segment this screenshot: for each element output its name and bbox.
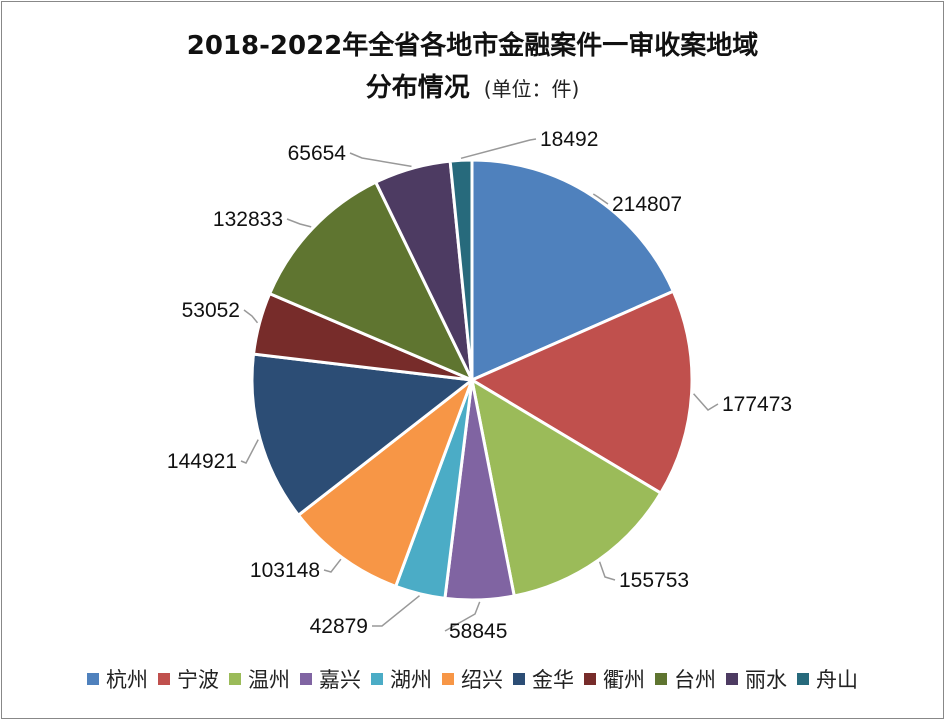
legend-item-11: 舟山 — [797, 664, 858, 694]
pie-slice-3 — [470, 378, 663, 598]
leader-line-6 — [323, 558, 342, 573]
pie-slice-9 — [268, 180, 474, 382]
chart-title: 2018-2022年全省各地市金融案件一审收案地域 — [0, 26, 945, 66]
legend-item-5: 湖州 — [371, 664, 432, 694]
legend-swatch — [87, 673, 99, 685]
legend-item-8: 衢州 — [584, 664, 645, 694]
legend-label: 绍兴 — [461, 668, 503, 692]
pie-slices — [250, 158, 694, 602]
data-label-1: 214807 — [612, 193, 682, 216]
chart-title-line2: 分布情况 — [365, 73, 470, 103]
legend-item-1: 杭州 — [87, 664, 148, 694]
legend-label: 湖州 — [390, 668, 432, 692]
leader-line-2 — [693, 393, 719, 411]
legend-label: 嘉兴 — [319, 668, 361, 692]
data-label-9: 132833 — [213, 208, 283, 231]
legend-item-3: 温州 — [229, 664, 290, 694]
data-label-6: 103148 — [250, 559, 320, 582]
legend-label: 宁波 — [177, 668, 219, 692]
legend-item-6: 绍兴 — [442, 664, 503, 694]
legend-swatch — [584, 673, 596, 685]
leader-line-7 — [240, 439, 259, 464]
leader-line-4 — [444, 601, 481, 632]
legend-swatch — [513, 673, 525, 685]
leader-line-5 — [372, 595, 420, 627]
legend: 杭州 宁波 温州 嘉兴 湖州 绍兴 金华 衢州 台州 丽水 舟山 — [0, 662, 945, 696]
legend-item-9: 台州 — [655, 664, 716, 694]
leader-lines — [240, 138, 719, 632]
legend-label: 金华 — [532, 668, 574, 692]
legend-item-4: 嘉兴 — [300, 664, 361, 694]
pie-slice-6 — [296, 378, 474, 588]
pie-slice-1 — [470, 158, 675, 382]
pie-slice-2 — [470, 289, 694, 495]
legend-label: 杭州 — [106, 668, 148, 692]
leader-line-10 — [349, 152, 412, 168]
leader-line-8 — [243, 309, 259, 324]
legend-label: 舟山 — [816, 668, 858, 692]
data-label-2: 177473 — [722, 393, 792, 416]
legend-swatch — [300, 673, 312, 685]
data-label-7: 144921 — [167, 450, 237, 473]
legend-item-10: 丽水 — [726, 664, 787, 694]
legend-swatch — [797, 673, 809, 685]
leader-line-9 — [286, 218, 312, 228]
legend-swatch — [229, 673, 241, 685]
legend-swatch — [158, 673, 170, 685]
pie-slice-7 — [250, 352, 474, 517]
data-label-3: 155753 — [619, 569, 689, 592]
leader-line-1 — [592, 193, 609, 205]
legend-swatch — [371, 673, 383, 685]
data-label-4: 58845 — [449, 620, 507, 643]
leader-line-11 — [460, 138, 537, 160]
legend-swatch — [726, 673, 738, 685]
data-label-11: 18492 — [540, 128, 598, 151]
data-labels: 214807 177473 155753 58845 42879 103148 144921… — [167, 128, 792, 643]
leader-line-3 — [598, 561, 616, 581]
data-label-5: 42879 — [310, 615, 368, 638]
chart-title-second-line: 分布情况 (单位：件) — [0, 68, 945, 109]
legend-label: 衢州 — [603, 668, 645, 692]
legend-item-7: 金华 — [513, 664, 574, 694]
legend-swatch — [442, 673, 454, 685]
data-label-10: 65654 — [288, 142, 347, 165]
data-label-8: 53052 — [182, 299, 240, 322]
chart-title-unit: (单位：件) — [483, 77, 580, 101]
legend-swatch — [655, 673, 667, 685]
legend-label: 温州 — [248, 668, 290, 692]
chart-title-line1: 2018-2022年全省各地市金融案件一审收案地域 — [186, 31, 759, 61]
legend-label: 丽水 — [745, 668, 787, 692]
pie-slice-11 — [448, 158, 474, 382]
legend-label: 台州 — [674, 668, 716, 692]
legend-item-2: 宁波 — [158, 664, 219, 694]
